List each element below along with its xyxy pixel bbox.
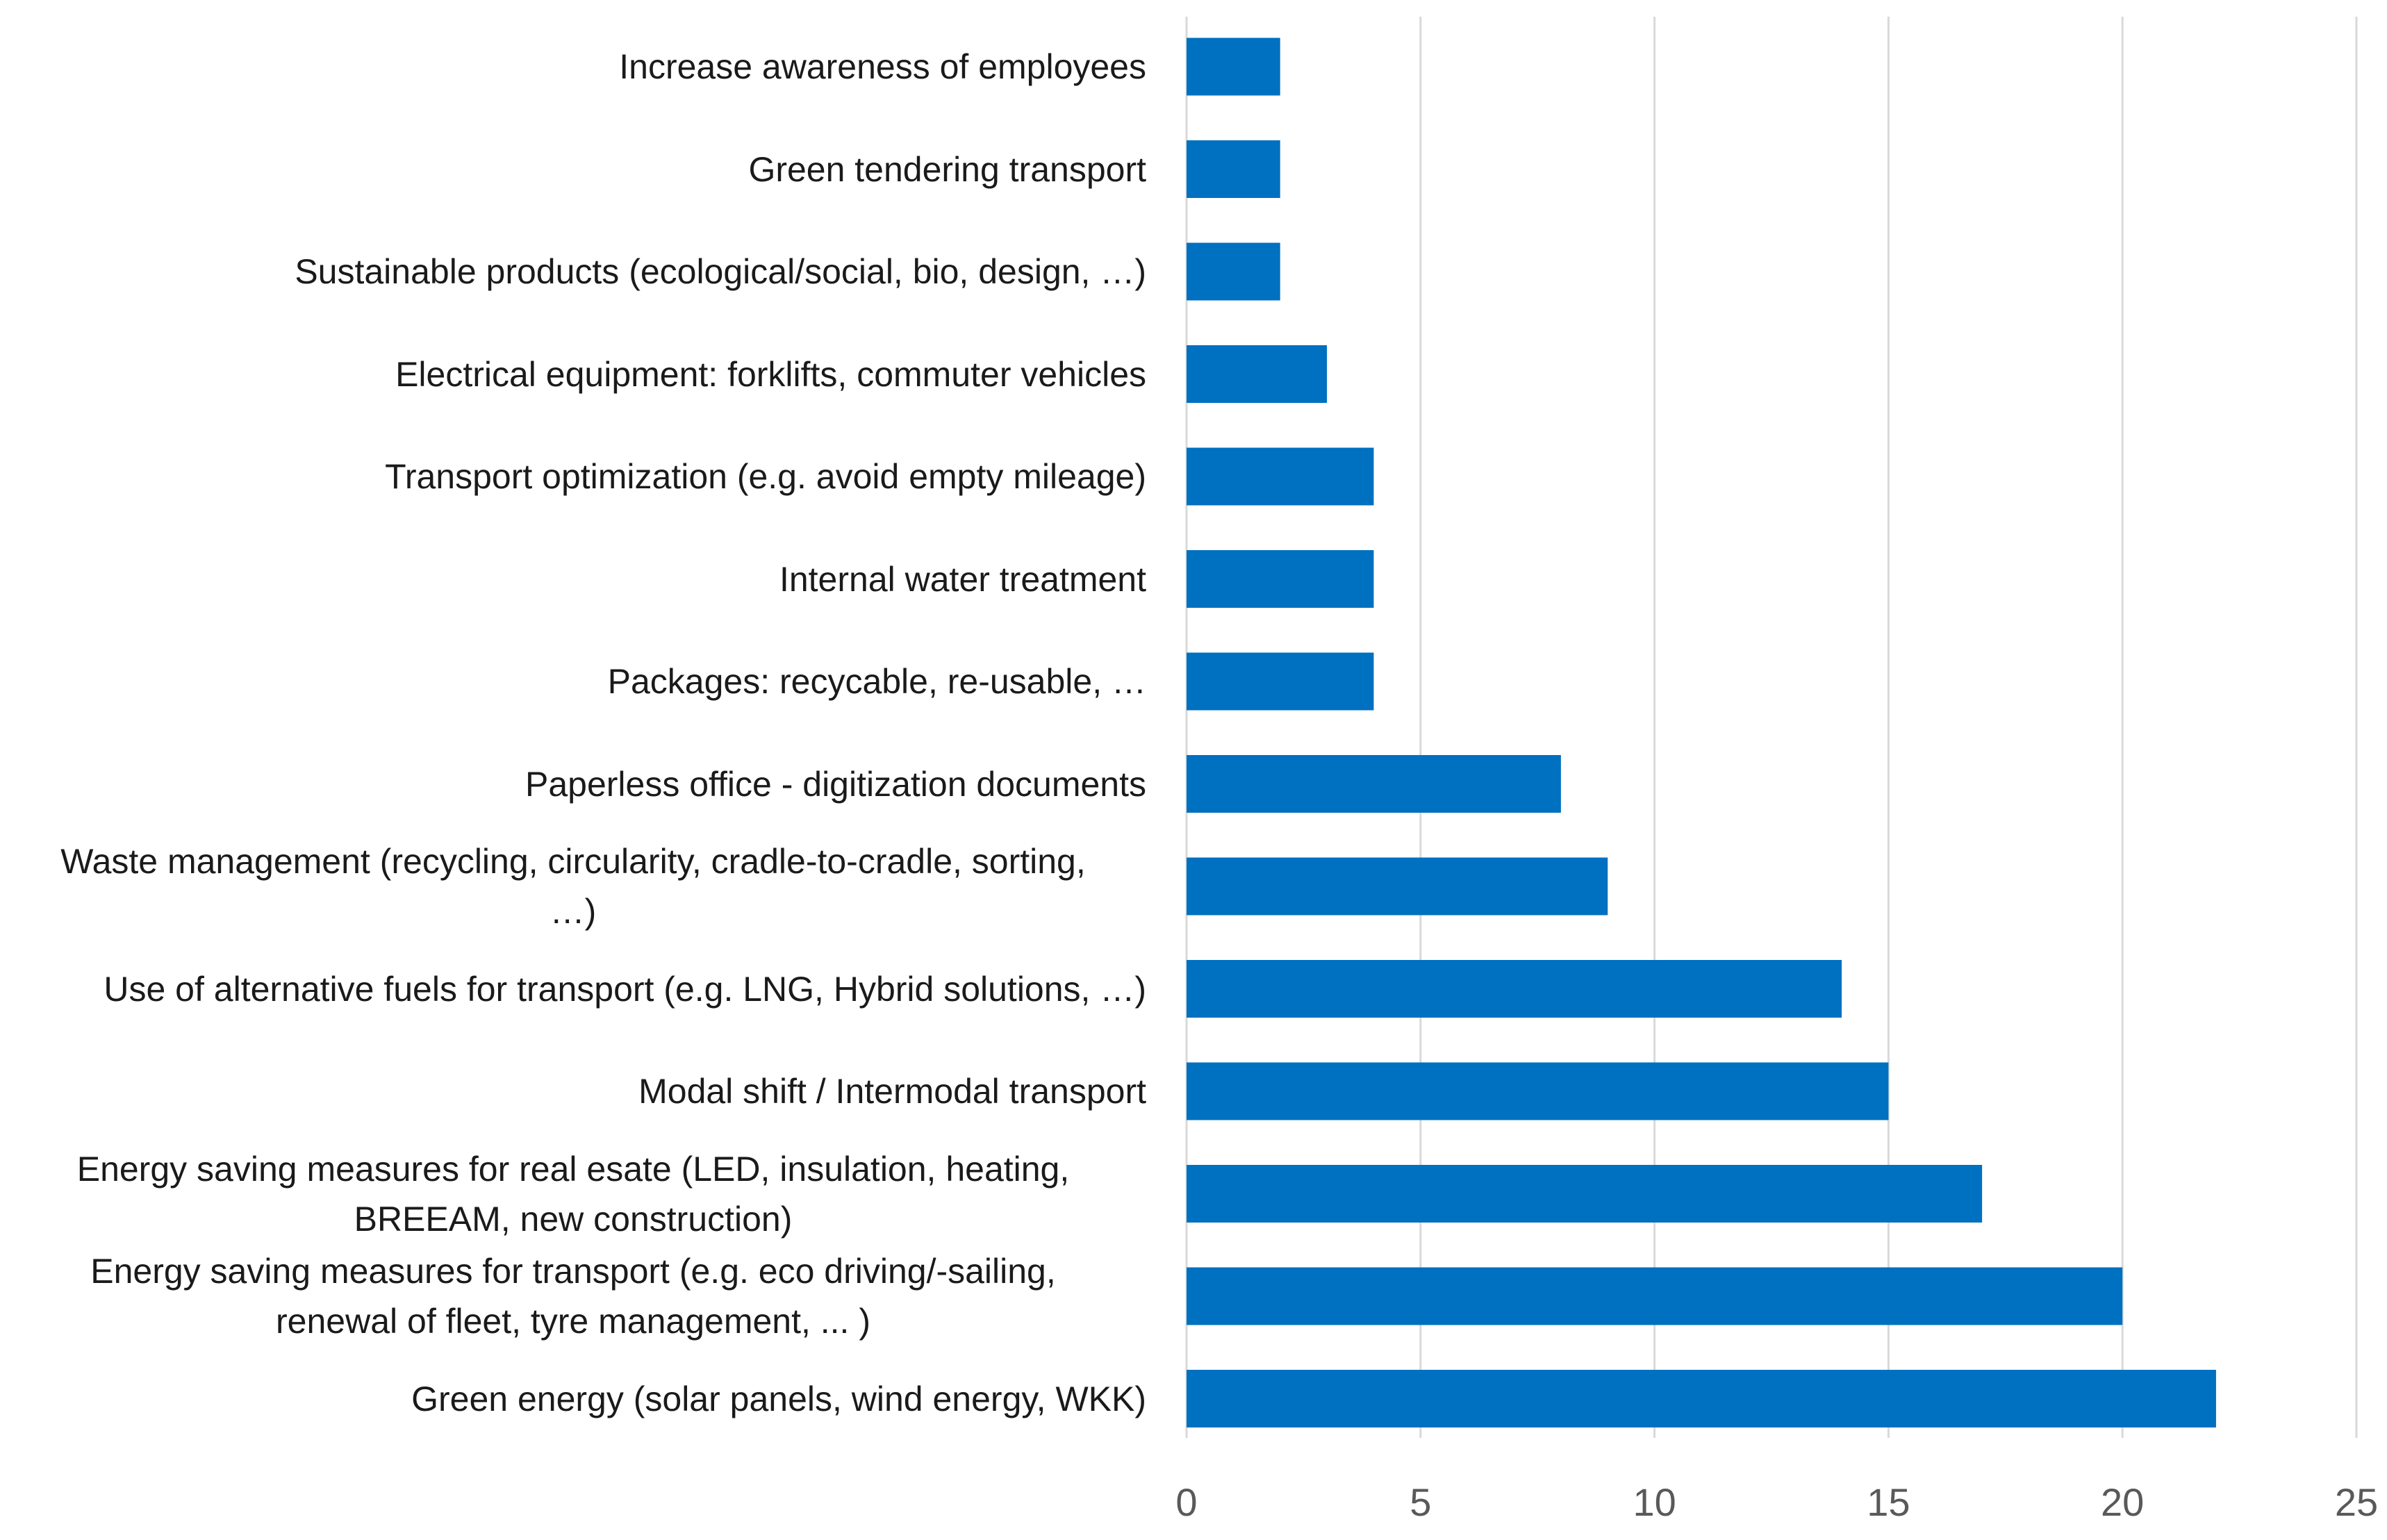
bar-11 (1187, 1062, 1889, 1120)
category-label-line: Use of alternative fuels for transport (… (104, 969, 1146, 1009)
category-label-line: …) (550, 892, 597, 931)
bar-7 (1187, 652, 1374, 711)
category-label: Internal water treatment (0, 554, 1146, 604)
x-tick-label: 10 (1633, 1480, 1676, 1524)
category-label-line: Electrical equipment: forklifts, commute… (395, 354, 1146, 394)
category-label-line: Energy saving measures for transport (e.… (90, 1252, 1056, 1291)
x-tick-label: 25 (2334, 1480, 2379, 1524)
bar-9 (1187, 857, 1608, 916)
bar-5 (1187, 447, 1374, 506)
category-label: Packages: recycable, re-usable, … (0, 656, 1146, 706)
category-label: Increase awareness of employees (0, 42, 1146, 92)
category-label: Paperless office - digitization document… (0, 759, 1146, 809)
bar-14 (1187, 1370, 2216, 1427)
x-tick-label: 5 (1410, 1480, 1432, 1524)
bar-4 (1187, 345, 1328, 403)
x-tick-label: 15 (1867, 1480, 1910, 1524)
bar-2 (1187, 140, 1280, 198)
gridlines (1185, 17, 2358, 1438)
category-label-line: BREEAM, new construction) (354, 1199, 793, 1239)
bar-12 (1187, 1165, 1983, 1223)
bar-3 (1187, 242, 1280, 301)
category-label: Energy saving measures for real esate (L… (0, 1144, 1146, 1244)
category-label-line: Green energy (solar panels, wind energy,… (411, 1379, 1146, 1418)
bar-13 (1187, 1267, 2123, 1325)
category-label-line: Sustainable products (ecological/social,… (295, 252, 1146, 291)
category-label-line: Internal water treatment (779, 559, 1146, 599)
bar-6 (1187, 550, 1374, 608)
category-label: Sustainable products (ecological/social,… (0, 247, 1146, 297)
category-label: Electrical equipment: forklifts, commute… (0, 349, 1146, 399)
category-label-line: Packages: recycable, re-usable, … (607, 662, 1146, 701)
category-label-line: Green tendering transport (748, 149, 1146, 189)
x-tick-label: 20 (2101, 1480, 2145, 1524)
category-label: Transport optimization (e.g. avoid empty… (0, 452, 1146, 502)
category-label: Green energy (solar panels, wind energy,… (0, 1374, 1146, 1424)
category-label-line: Waste management (recycling, circularity… (60, 842, 1086, 881)
category-label-line: Energy saving measures for real esate (L… (76, 1149, 1070, 1189)
category-label: Waste management (recycling, circularity… (0, 836, 1146, 936)
category-label-line: Modal shift / Intermodal transport (638, 1072, 1146, 1111)
bars (1187, 38, 2216, 1427)
category-label: Modal shift / Intermodal transport (0, 1066, 1146, 1116)
category-label-line: Increase awareness of employees (619, 47, 1146, 86)
bar-8 (1187, 755, 1561, 813)
x-tick-label: 0 (1175, 1480, 1198, 1524)
category-label: Green tendering transport (0, 144, 1146, 194)
category-label: Use of alternative fuels for transport (… (0, 964, 1146, 1014)
bar-10 (1187, 960, 1842, 1018)
category-label: Energy saving measures for transport (e.… (0, 1246, 1146, 1346)
category-label-line: Transport optimization (e.g. avoid empty… (385, 457, 1146, 496)
category-label-line: Paperless office - digitization document… (525, 764, 1146, 804)
category-label-line: renewal of fleet, tyre management, ... ) (276, 1302, 870, 1341)
bar-1 (1187, 38, 1280, 96)
